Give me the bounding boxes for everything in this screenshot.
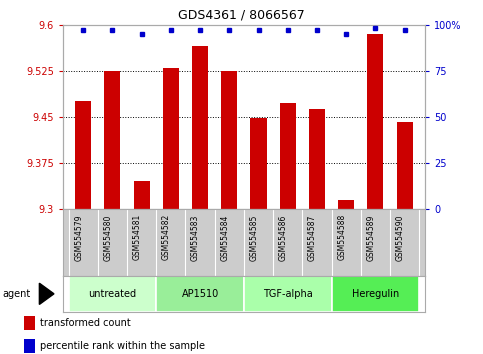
Bar — [368, 34, 384, 209]
Bar — [163, 68, 179, 209]
Bar — [309, 109, 325, 209]
Bar — [280, 103, 296, 209]
Text: GSM554579: GSM554579 — [74, 214, 83, 261]
Text: GSM554585: GSM554585 — [250, 214, 258, 261]
Bar — [244, 276, 331, 312]
Text: GSM554588: GSM554588 — [337, 214, 346, 261]
Bar — [251, 118, 267, 209]
Bar — [24, 339, 35, 353]
Text: GSM554586: GSM554586 — [279, 214, 288, 261]
Bar — [192, 46, 208, 209]
Bar — [331, 276, 419, 312]
Text: GDS4361 / 8066567: GDS4361 / 8066567 — [178, 9, 305, 22]
Bar — [156, 276, 244, 312]
Text: Heregulin: Heregulin — [352, 289, 399, 299]
Bar — [69, 276, 156, 312]
Text: percentile rank within the sample: percentile rank within the sample — [40, 341, 205, 351]
Bar — [397, 122, 412, 209]
Text: transformed count: transformed count — [40, 318, 130, 328]
Text: AP1510: AP1510 — [182, 289, 219, 299]
Bar — [104, 71, 120, 209]
Text: GSM554590: GSM554590 — [396, 214, 405, 261]
Text: GSM554582: GSM554582 — [162, 214, 171, 261]
Text: agent: agent — [2, 289, 30, 299]
Text: GSM554584: GSM554584 — [220, 214, 229, 261]
Text: GSM554580: GSM554580 — [103, 214, 113, 261]
Bar — [75, 102, 91, 209]
Text: GSM554581: GSM554581 — [133, 214, 142, 261]
Polygon shape — [40, 283, 54, 304]
Text: GSM554587: GSM554587 — [308, 214, 317, 261]
Bar — [338, 200, 354, 209]
Bar — [221, 71, 237, 209]
Bar — [24, 316, 35, 330]
Text: TGF-alpha: TGF-alpha — [263, 289, 313, 299]
Text: untreated: untreated — [88, 289, 137, 299]
Text: GSM554583: GSM554583 — [191, 214, 200, 261]
Bar — [134, 181, 150, 209]
Text: GSM554589: GSM554589 — [367, 214, 375, 261]
